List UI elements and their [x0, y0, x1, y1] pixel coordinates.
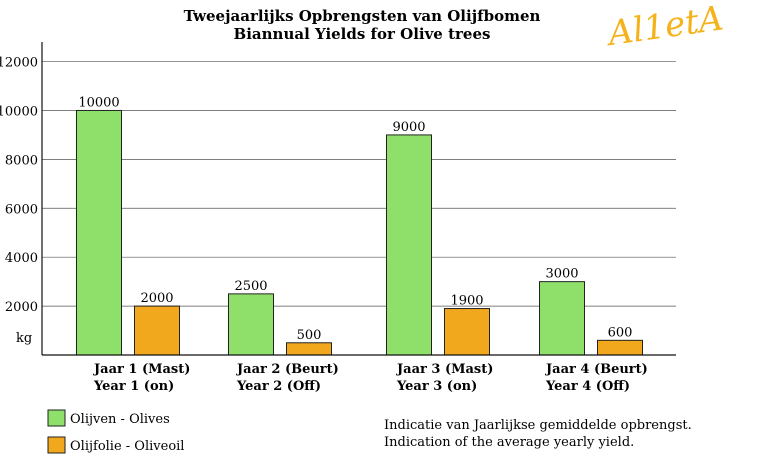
category-label: Jaar 3 (Mast)	[396, 362, 493, 377]
legend-label-oliveoil: Olijfolie - Oliveoil	[70, 439, 184, 454]
bars: 10000 2500 9000 3000 2000 500 1900 600	[76, 95, 643, 356]
bar-oliveoil	[286, 342, 332, 356]
y-tick-label: 6000	[5, 202, 38, 217]
footnote-en: Indication of the average yearly yield.	[384, 435, 634, 450]
logo-text: Al1etA	[603, 0, 726, 54]
y-axis-label: kg	[16, 331, 32, 346]
footnote: Indicatie van Jaarlijkse gemiddelde opbr…	[384, 418, 692, 450]
category-label: Year 3 (on)	[396, 379, 477, 394]
bar-olives	[228, 293, 274, 356]
legend-swatch-olives	[47, 409, 66, 427]
bar-olives	[386, 134, 432, 356]
category-label: Jaar 2 (Beurt)	[236, 362, 339, 377]
y-axis-ticks: 2000 4000 6000 8000 10000 12000	[0, 56, 38, 316]
data-label: 2500	[234, 279, 267, 294]
chart-title-nl: Tweejaarlijks Opbrengsten van Olijfbomen	[184, 7, 541, 25]
logo: Al1etA	[603, 0, 726, 54]
category-label: Jaar 4 (Beurt)	[545, 362, 648, 377]
bar-oliveoil	[597, 339, 643, 356]
bar-olives	[539, 281, 585, 356]
category-label: Year 4 (Off)	[545, 379, 630, 394]
axes	[41, 42, 676, 356]
footnote-nl: Indicatie van Jaarlijkse gemiddelde opbr…	[384, 418, 692, 433]
y-tick-label: 8000	[5, 153, 38, 168]
legend: Olijven - Olives Olijfolie - Oliveoil	[47, 409, 184, 454]
x-axis-categories: Jaar 1 (Mast) Year 1 (on) Jaar 2 (Beurt) Ye…	[93, 362, 648, 394]
bar-oliveoil	[134, 305, 180, 356]
category-label: Year 1 (on)	[93, 379, 174, 394]
y-tick-label: 2000	[5, 300, 38, 315]
data-label: 3000	[545, 267, 578, 282]
category-label: Jaar 1 (Mast)	[93, 362, 190, 377]
data-label: 500	[297, 328, 322, 343]
y-tick-label: 12000	[0, 56, 38, 71]
data-label: 600	[608, 325, 633, 340]
y-tick-label: 10000	[0, 104, 38, 119]
data-label: 2000	[140, 291, 173, 306]
legend-swatch-oliveoil	[47, 436, 66, 454]
category-label: Year 2 (Off)	[236, 379, 321, 394]
chart-title-en: Biannual Yields for Olive trees	[234, 25, 491, 43]
data-label: 9000	[392, 120, 425, 135]
data-label: 10000	[78, 95, 119, 110]
data-label: 1900	[450, 294, 483, 309]
y-tick-label: 4000	[5, 251, 38, 266]
legend-label-olives: Olijven - Olives	[70, 412, 170, 427]
bar-oliveoil	[444, 308, 490, 356]
bar-olives	[76, 109, 122, 356]
gridlines	[42, 61, 676, 307]
